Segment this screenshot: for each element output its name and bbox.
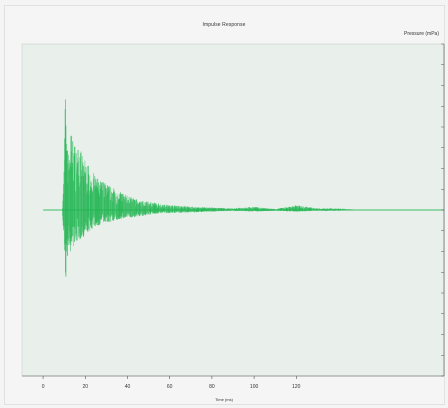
- x-tick-label: 80: [209, 384, 215, 390]
- x-tick-label: 0: [42, 384, 45, 390]
- x-axis: 0 20 40 60 80 100 120: [22, 375, 444, 390]
- chart-title: Impulse Response: [202, 22, 246, 28]
- x-axis-label: Time (ms): [215, 397, 233, 402]
- x-tick-label: 120: [292, 384, 301, 390]
- x-tick-label: 40: [125, 384, 131, 390]
- channel-label: Pressure (mPa): [403, 31, 439, 37]
- x-tick-label: 60: [167, 384, 173, 390]
- x-tick-label: 100: [250, 384, 259, 390]
- y-axis: [441, 43, 445, 377]
- x-tick-label: 20: [83, 384, 89, 390]
